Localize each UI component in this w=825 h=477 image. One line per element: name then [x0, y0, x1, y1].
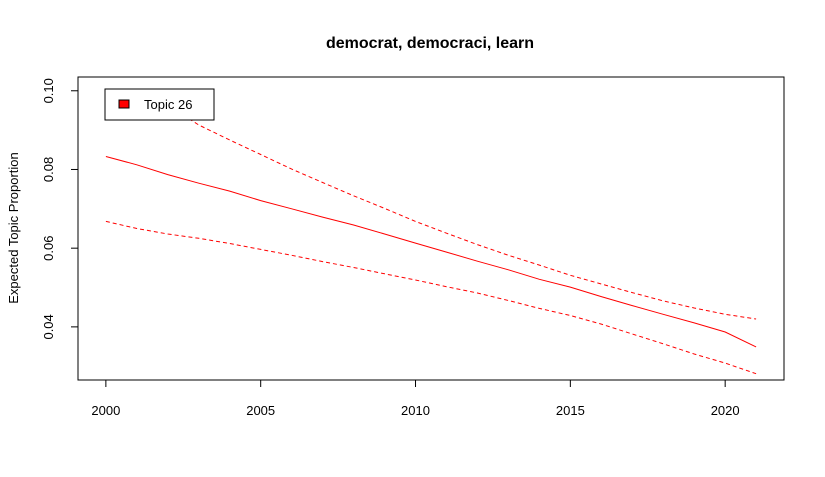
x-axis: 2000 2005 2010 2015 2020: [91, 379, 740, 418]
x-tick-label: 2000: [91, 403, 120, 418]
x-tick-label: 2005: [246, 403, 275, 418]
x-tick-label: 2020: [711, 403, 740, 418]
y-tick-label: 0.06: [41, 236, 56, 261]
y-axis-label: Expected Topic Proportion: [6, 152, 21, 304]
legend: Topic 26: [104, 88, 215, 121]
series-line-estimate: [105, 156, 757, 348]
series-layer: [105, 110, 757, 375]
series-line-upper-bound: [176, 110, 757, 320]
y-axis: 0.04 0.06 0.08 0.10: [41, 78, 79, 340]
legend-swatch: [118, 99, 130, 109]
x-tick-label: 2015: [556, 403, 585, 418]
y-tick-label: 0.04: [41, 314, 56, 339]
y-tick-label: 0.08: [41, 157, 56, 182]
legend-label: Topic 26: [144, 97, 192, 112]
y-tick-label: 0.10: [41, 78, 56, 103]
plot-area-frame: [77, 76, 785, 381]
x-tick-label: 2010: [401, 403, 430, 418]
series-line-lower-bound: [105, 220, 757, 375]
chart-title: democrat, democraci, learn: [326, 35, 534, 52]
